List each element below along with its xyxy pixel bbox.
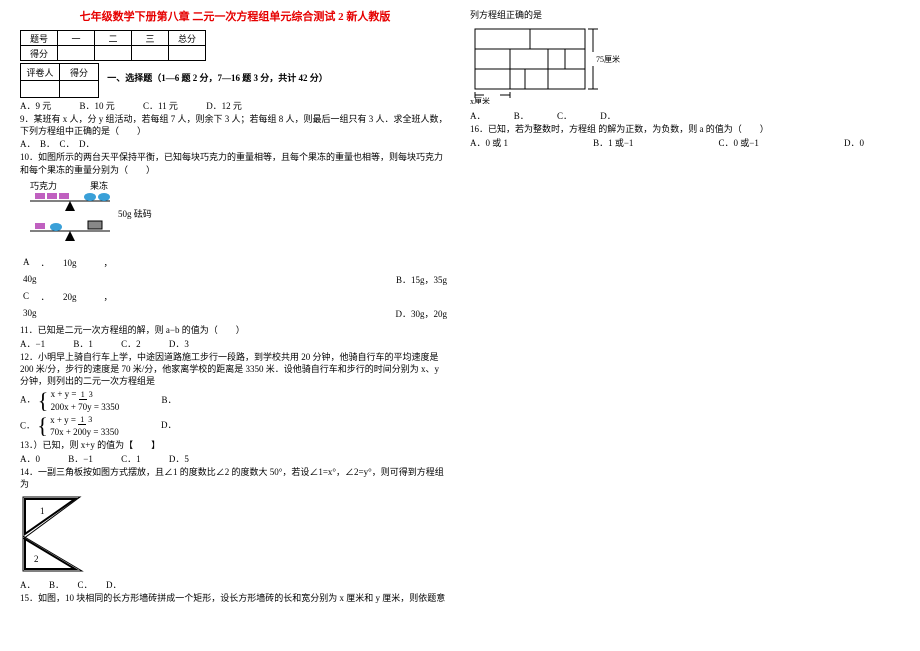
opt: B．15g，35g [277, 272, 448, 287]
label-weight: 50g 砝码 [118, 208, 152, 219]
q11-opts: A．−1 B．1 C．2 D．3 [20, 337, 450, 350]
q12-text: 12．小明早上骑自行车上学，中途因道路施工步行一段路，到学校共用 20 分钟，他… [20, 351, 450, 387]
opt: D．30g，20g [277, 306, 448, 321]
opt: C． [557, 109, 572, 122]
eq-line: 200x + 70y = 3350 [51, 401, 120, 413]
opt: D． [600, 109, 616, 122]
cell: 总分 [169, 31, 206, 46]
balance-diagram: 巧克力 果冻 50g 砝码 [20, 179, 200, 249]
q13-opts: A．0 B．−1 C．1 D．5 [20, 452, 450, 465]
cell [60, 81, 99, 98]
q15-cont: 列方程组正确的是 [470, 9, 910, 21]
brace-icon: { [38, 392, 49, 410]
q11-text: 11．已知是二元一次方程组的解，则 a−b 的值为（ ） [20, 324, 450, 336]
opt: A [22, 255, 38, 270]
cell: 三 [132, 31, 169, 46]
opt: D．0 [844, 136, 864, 149]
grader-table: 评卷人 得分 [20, 63, 99, 98]
opt: A．0 或 1 [470, 136, 508, 149]
opt: 30g [22, 306, 38, 321]
doc-title: 七年级数学下册第八章 二元一次方程组单元综合测试 2 新人教版 [20, 8, 450, 24]
opt: A．0 [20, 452, 40, 465]
label-d: D． [161, 420, 177, 430]
opt: C．1 [121, 452, 141, 465]
opt: D．12 元 [206, 99, 242, 112]
svg-text:75厘米: 75厘米 [596, 54, 620, 64]
opt: C．11 元 [143, 99, 178, 112]
q10-text: 10．如图所示的两台天平保持平衡，已知每块巧克力的重量相等，且每个果冻的重量也相… [20, 151, 450, 175]
q9-text: 9．某班有 x 人，分 y 组活动，若每组 7 人，则余下 3 人；若每组 8 … [20, 113, 450, 137]
opt: A．9 元 [20, 99, 51, 112]
opt: B．1 或−1 [593, 136, 633, 149]
cell [21, 81, 60, 98]
section-1-heading: 一、选择题（1—6 题 2 分，7—16 题 3 分，共计 42 分） [107, 71, 328, 84]
q16-text: 16．已知，若为整数时，方程组 的解为正数，为负数，则 a 的值为（ ） [470, 123, 910, 135]
label-jelly: 果冻 [90, 180, 108, 191]
cell [132, 46, 169, 61]
score-table: 题号 一 二 三 总分 得分 [20, 30, 206, 61]
q9-pre-opts: A．9 元 B．10 元 C．11 元 D．12 元 [20, 99, 450, 112]
cell: 得分 [60, 64, 99, 81]
opt: B．1 [73, 337, 93, 350]
label-a: A． [20, 395, 36, 405]
opt: A． [470, 109, 486, 122]
q14-text: 14．一副三角板按如图方式摆放，且∠1 的度数比∠2 的度数大 50°，若设∠1… [20, 466, 450, 490]
label-b: B． [161, 395, 176, 405]
cell: 评卷人 [21, 64, 60, 81]
triangle-diagram: 1 2 [20, 494, 110, 574]
opt: C．0 或−1 [719, 136, 759, 149]
opt: ． 20g ， [40, 289, 276, 304]
opt: C [22, 289, 38, 304]
opt: D．5 [169, 452, 189, 465]
label-choc: 巧克力 [30, 180, 57, 191]
q16-opts: A．0 或 1 B．1 或−1 C．0 或−1 D．0 [470, 136, 890, 149]
q13-text: 13．）已知，则 x+y 的值为【 】 [20, 439, 450, 451]
cell: 二 [95, 31, 132, 46]
opt: ． 10g ， [40, 255, 276, 270]
cell: 题号 [21, 31, 58, 46]
opt: 40g [22, 272, 38, 287]
opt: B．−1 [68, 452, 93, 465]
opt: B． [514, 109, 529, 122]
svg-text:2: 2 [34, 554, 39, 564]
cell [58, 46, 95, 61]
cell: 一 [58, 31, 95, 46]
q12-eqC: C． { x + y = 13 70x + 200y = 3350 D． [20, 414, 450, 438]
brick-diagram: 75厘米 x厘米 [470, 24, 630, 104]
cell [95, 46, 132, 61]
eq-line: 70x + 200y = 3350 [50, 426, 119, 438]
q14-abcd: A． B． C． D． [20, 579, 450, 591]
cell: 得分 [21, 46, 58, 61]
brace-icon: { [37, 417, 48, 435]
opt: C．2 [121, 337, 141, 350]
q10-opts: A ． 10g ， 40g B．15g，35g C ． 20g ， 30g D．… [20, 253, 450, 323]
svg-text:1: 1 [40, 506, 45, 516]
label-c: C． [20, 420, 35, 430]
q15-text: 15．如图，10 块相同的长方形墙砖拼成一个矩形，设长方形墙砖的长和宽分别为 x… [20, 592, 450, 604]
opt: A．−1 [20, 337, 45, 350]
svg-text:x厘米: x厘米 [470, 96, 490, 104]
opt: B．10 元 [80, 99, 115, 112]
q15-opts: A． B． C． D． [470, 109, 910, 122]
q12-eqA: A． { x + y = 13 200x + 70y = 3350 B． [20, 388, 450, 412]
q9-abcd: A． B． C． D． [20, 138, 450, 150]
cell [169, 46, 206, 61]
opt: D．3 [169, 337, 189, 350]
